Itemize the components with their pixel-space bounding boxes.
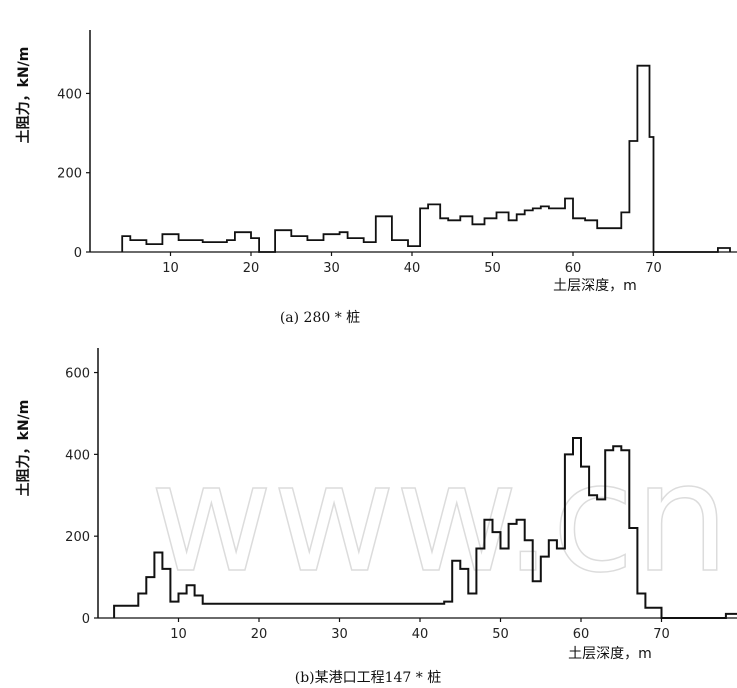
x-tick-label: 40: [404, 261, 421, 276]
x-tick-label: 70: [645, 261, 662, 276]
data-series-line: [113, 437, 737, 619]
x-tick-label: 20: [243, 261, 260, 276]
chart-caption: (b)某港口工程147 * 桩: [295, 669, 442, 686]
x-tick-label: 60: [573, 627, 590, 642]
x-tick-label: 60: [565, 261, 582, 276]
y-axis-label: 土阻力，kN/m: [15, 400, 32, 497]
x-tick-label: 70: [653, 627, 670, 642]
chart-a: 0 200 400 10 20 30 40 50 60 70 土阻力，kN/m 土层深度，m (a) 2…: [15, 30, 737, 326]
y-tick-label: 200: [57, 167, 82, 182]
x-tick-label: 40: [412, 627, 429, 642]
x-tick-label: 10: [162, 261, 179, 276]
x-tick-label: 20: [251, 627, 268, 642]
chart-caption: (a) 280 * 桩: [280, 309, 360, 326]
watermark-text: www.cnki.ne: [150, 432, 737, 606]
data-series-line: [121, 64, 731, 253]
y-tick-label: 400: [65, 448, 90, 463]
y-tick-label: 0: [74, 246, 82, 261]
x-tick-label: 50: [484, 261, 501, 276]
x-axis-label: 土层深度，m: [553, 278, 637, 294]
y-tick-label: 200: [65, 530, 90, 545]
y-axis-label: 土阻力，kN/m: [15, 47, 32, 144]
x-tick-label: 30: [331, 627, 348, 642]
x-tick-label: 10: [170, 627, 187, 642]
x-tick-label: 30: [323, 261, 340, 276]
x-axis-label: 土层深度，m: [568, 646, 652, 662]
y-tick-label: 0: [82, 612, 90, 627]
y-tick-label: 600: [65, 367, 90, 382]
chart-b: 0 200 400 600 10 20 30 40 50 60 70 土阻力，kN/m 土层深度，m (b…: [15, 348, 737, 686]
y-tick-label: 400: [57, 87, 82, 102]
x-tick-label: 50: [492, 627, 509, 642]
